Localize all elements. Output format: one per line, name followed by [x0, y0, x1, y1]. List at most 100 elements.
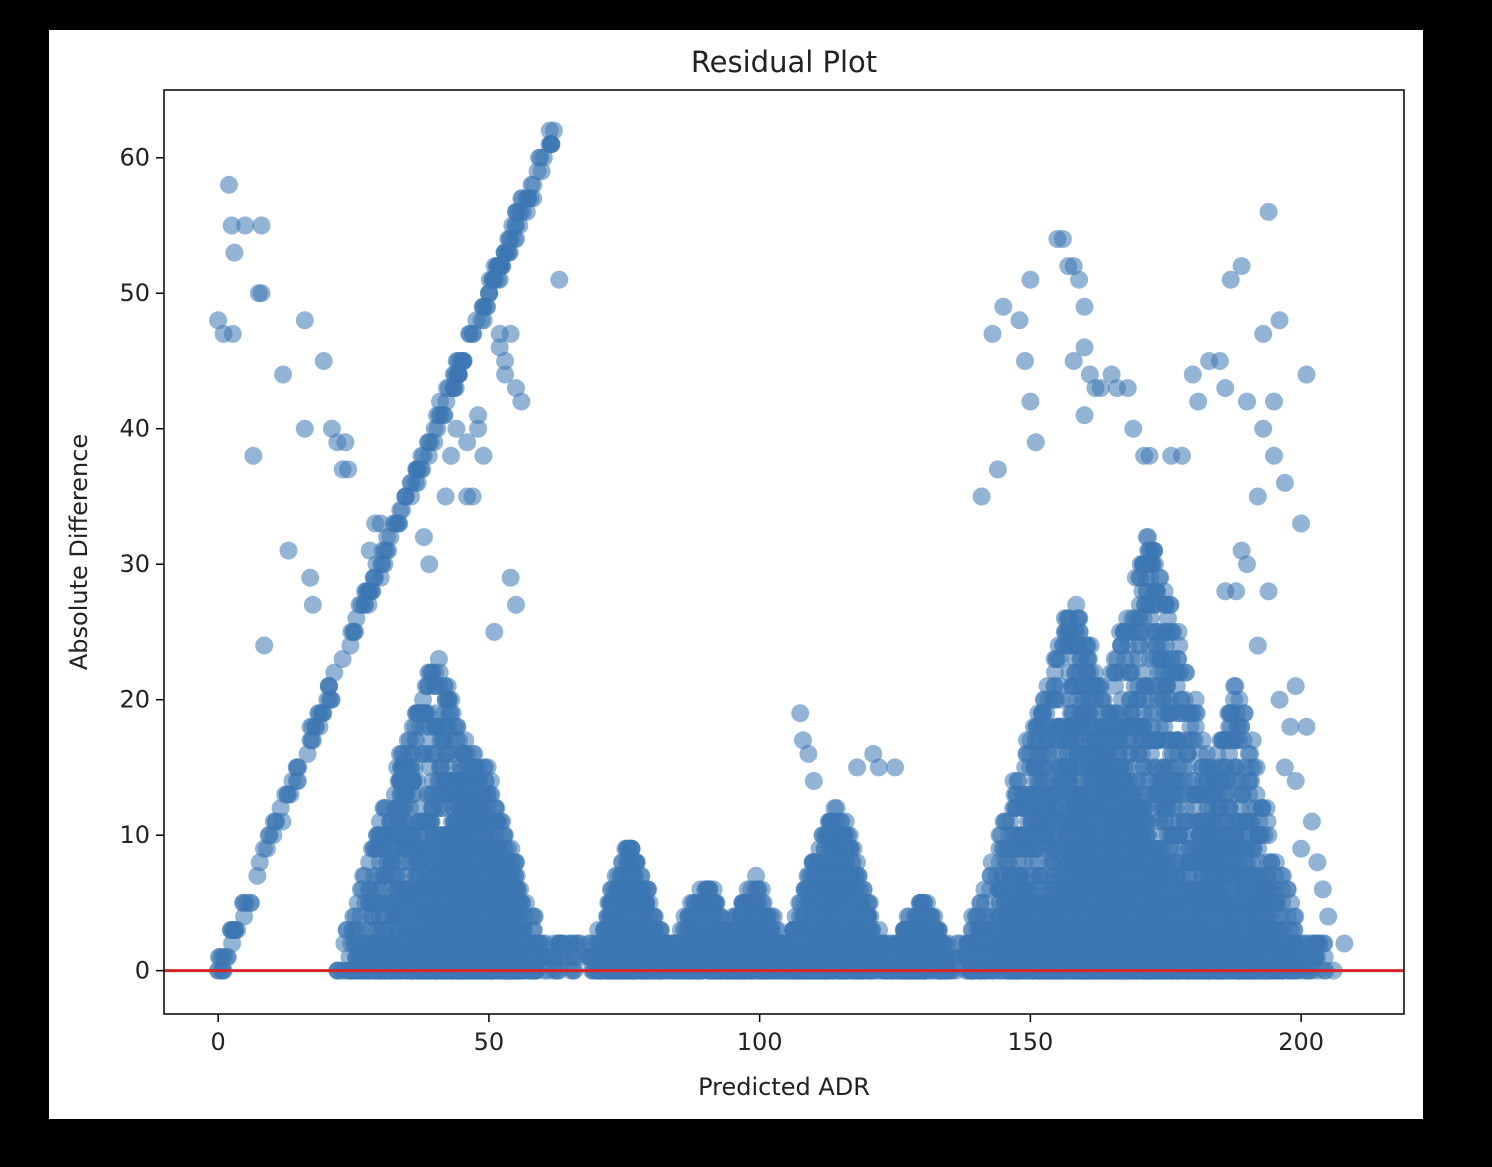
scatter-point: [440, 704, 459, 723]
scatter-point: [1057, 609, 1076, 628]
scatter-point: [463, 744, 482, 763]
scatter-point: [401, 826, 420, 845]
scatter-point: [1021, 731, 1040, 750]
scatter-point: [418, 785, 437, 804]
scatter-point: [836, 853, 855, 872]
scatter-point: [368, 893, 386, 912]
scatter-point: [455, 785, 474, 804]
scatter-point: [615, 866, 633, 885]
scatter-point: [689, 907, 707, 926]
scatter-point: [443, 812, 461, 831]
scatter-point: [478, 785, 497, 804]
scatter-point: [423, 799, 442, 818]
scatter-point: [394, 785, 413, 804]
scatter-point: [436, 744, 454, 763]
scatter-point: [793, 907, 812, 926]
scatter-points: [209, 121, 1354, 980]
scatter-point: [747, 866, 765, 885]
scatter-point: [437, 853, 456, 872]
scatter-point: [346, 921, 365, 939]
scatter-point: [1050, 717, 1069, 736]
scatter-point: [459, 826, 478, 845]
scatter-point: [820, 812, 839, 831]
scatter-point: [981, 866, 1000, 885]
scatter-point: [1088, 677, 1107, 696]
scatter-point: [468, 893, 487, 912]
scatter-point: [429, 650, 448, 668]
scatter-point: [375, 799, 394, 818]
scatter-point: [408, 772, 427, 790]
scatter-point: [369, 866, 388, 885]
scatter-point: [1032, 704, 1051, 723]
scatter-point: [405, 866, 424, 885]
scatter-point: [394, 758, 413, 777]
scatter-point: [360, 853, 379, 872]
scatter-point: [464, 853, 483, 872]
scatter-point: [377, 853, 396, 872]
scatter-point: [799, 866, 818, 885]
scatter-point: [997, 812, 1016, 831]
scatter-point: [745, 893, 764, 912]
scatter-point: [390, 812, 409, 831]
scatter-point: [439, 690, 458, 709]
scatter-point: [1032, 758, 1051, 777]
scatter-point: [474, 758, 493, 777]
scatter-point: [344, 907, 363, 926]
scatter-point: [697, 880, 716, 899]
scatter-point: [353, 880, 372, 899]
scatter-point: [1022, 785, 1041, 804]
scatter-point: [430, 772, 449, 790]
scatter-point: [470, 907, 489, 926]
scatter-point: [500, 907, 519, 926]
scatter-point: [505, 880, 524, 899]
scatter-point: [976, 907, 995, 926]
scatter-point: [1068, 636, 1087, 655]
scatter-point: [425, 826, 444, 845]
scatter-point: [414, 690, 432, 709]
scatter-point: [374, 907, 393, 926]
scatter-point: [496, 839, 515, 858]
scatter-point: [399, 839, 418, 858]
scatter-point: [387, 866, 406, 885]
scatter-point: [410, 853, 429, 872]
scatter-point: [385, 826, 404, 845]
scatter-point: [476, 772, 495, 790]
scatter-point: [443, 880, 462, 899]
chart-figure: 0 50 100 150 200 0 10 20 30 40 50 60 Residual Plot …: [49, 30, 1423, 1119]
scatter-point: [402, 744, 421, 763]
scatter-point: [397, 880, 416, 899]
scatter-point: [392, 772, 411, 790]
scatter-point: [372, 839, 390, 858]
scatter-point: [447, 731, 466, 750]
scatter-point: [436, 717, 455, 736]
scatter-point: [1009, 772, 1028, 790]
scatter-point: [727, 907, 746, 926]
scatter-point: [431, 731, 450, 750]
scatter-point: [423, 663, 442, 682]
scatter-point: [522, 907, 541, 926]
scatter-point: [1003, 839, 1022, 858]
scatter-point: [387, 921, 406, 939]
scatter-point: [418, 677, 437, 696]
scatter-point: [632, 880, 651, 899]
scatter-point: [510, 893, 529, 912]
scatter-point: [438, 826, 457, 845]
scatter-point: [439, 758, 458, 777]
scatter-point: [373, 921, 392, 939]
scatter-point: [923, 907, 941, 926]
scatter-point: [1051, 677, 1070, 696]
scatter-point: [1039, 785, 1058, 804]
scatter-point: [481, 812, 500, 831]
scatter-point: [395, 893, 414, 912]
scatter-point: [366, 880, 385, 899]
scatter-point: [398, 731, 417, 750]
scatter-point: [370, 826, 389, 845]
scatter-point: [475, 880, 494, 899]
scatter-point: [371, 812, 389, 831]
scatter-point: [409, 812, 428, 831]
scatter-point: [822, 907, 841, 926]
scatter-point: [855, 907, 874, 926]
scatter-point: [438, 677, 457, 696]
scatter-point: [400, 799, 419, 818]
